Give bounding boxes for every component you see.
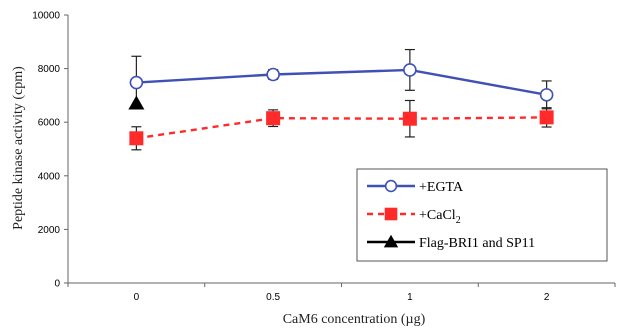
y-tick-label: 2000 — [38, 225, 61, 236]
y-tick-label: 0 — [54, 279, 60, 290]
legend: +EGTA +CaCl2 Flag-BRI1 and SP11 — [356, 168, 608, 262]
x-tick-label: 1 — [407, 292, 413, 303]
data-point — [403, 63, 417, 77]
legend-label-subscript: 2 — [456, 215, 461, 226]
x-tick-label: 0 — [134, 292, 140, 303]
legend-label: Flag-BRI1 and SP11 — [419, 236, 535, 251]
legend-label: +EGTA — [419, 180, 464, 195]
data-point — [539, 88, 554, 102]
series-cacl2 — [129, 99, 554, 151]
x-axis-title: CaM6 concentration (µg) — [283, 312, 426, 327]
data-point — [129, 131, 144, 146]
series-line — [136, 116, 547, 140]
x-tick-label: 0.5 — [266, 292, 280, 303]
legend-label: +CaCl2 — [419, 208, 461, 226]
data-point — [128, 95, 145, 110]
legend-marker — [384, 179, 398, 193]
legend-entry-flag: Flag-BRI1 and SP11 — [367, 234, 535, 251]
y-tick-label: 4000 — [38, 171, 61, 182]
axes: 0 2000 4000 6000 8000 10000 0 0.5 1 2 — [32, 11, 616, 303]
legend-entry-egta: +EGTA — [367, 179, 464, 195]
legend-label-text: Flag-BRI1 and SP11 — [419, 236, 535, 251]
x-tick-label: 2 — [544, 292, 550, 303]
legend-box — [356, 168, 608, 262]
legend-entry-cacl2: +CaCl2 — [367, 207, 461, 226]
legend-label-text: +EGTA — [419, 180, 464, 195]
legend-marker — [383, 234, 399, 248]
data-point — [129, 75, 144, 90]
series-flag — [128, 95, 145, 110]
legend-label-text: +CaCl — [419, 208, 456, 223]
data-point — [539, 110, 554, 125]
data-point — [266, 111, 281, 126]
series-egta — [129, 48, 554, 110]
y-axis-title: Peptide kinase activity (cpm) — [11, 66, 26, 230]
series-line — [136, 68, 547, 97]
data-point — [266, 67, 280, 82]
legend-marker — [384, 207, 398, 221]
y-tick-label: 10000 — [32, 11, 60, 22]
y-tick-label: 6000 — [38, 118, 61, 129]
data-point — [402, 111, 417, 126]
series-layer — [128, 48, 554, 151]
y-tick-label: 8000 — [38, 64, 61, 75]
